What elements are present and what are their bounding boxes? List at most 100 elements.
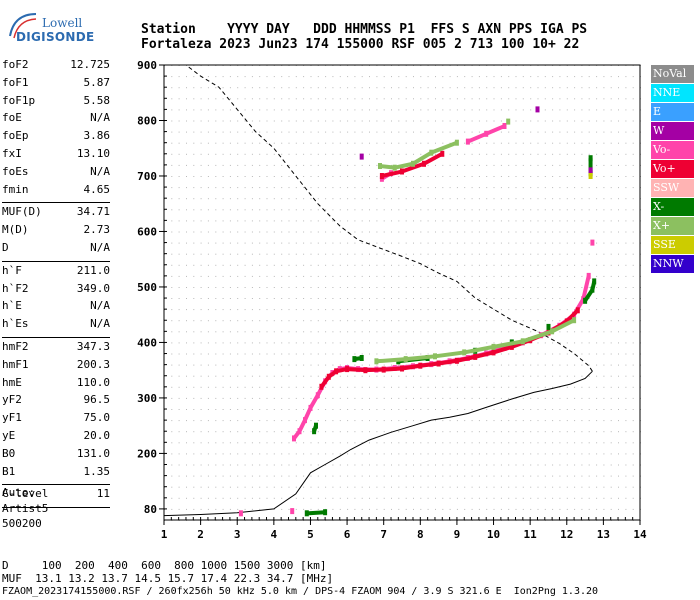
- grid-dot: [588, 475, 590, 477]
- grid-dot: [610, 442, 612, 444]
- grid-dot: [164, 209, 165, 211]
- grid-dot: [259, 187, 261, 189]
- grid-dot: [273, 287, 275, 288]
- grid-dot: [200, 87, 202, 89]
- grid-dot: [618, 320, 619, 322]
- grid-dot: [552, 397, 554, 399]
- grid-dot: [544, 242, 546, 244]
- grid-dot: [164, 76, 165, 78]
- grid-dot: [544, 298, 546, 299]
- grid-dot: [522, 253, 524, 255]
- grid-dot: [449, 298, 451, 299]
- grid-dot: [552, 320, 554, 322]
- grid-dot: [200, 309, 202, 311]
- grid-dot: [354, 375, 356, 377]
- grid-dot: [420, 242, 422, 244]
- grid-dot: [251, 264, 253, 266]
- grid-dot: [339, 187, 341, 189]
- echo-trace: [547, 319, 568, 335]
- grid-dot: [259, 353, 261, 355]
- grid-dot: [398, 176, 400, 177]
- grid-dot: [354, 331, 356, 333]
- grid-dot: [405, 131, 407, 133]
- grid-dot: [178, 331, 180, 333]
- grid-dot: [222, 520, 224, 521]
- grid-dot: [618, 187, 619, 189]
- grid-dot: [427, 342, 429, 344]
- grid-dot: [515, 275, 517, 277]
- grid-dot: [229, 353, 231, 355]
- grid-dot: [471, 375, 473, 377]
- grid-dot: [186, 198, 187, 200]
- grid-dot: [515, 98, 517, 100]
- grid-dot: [515, 397, 517, 399]
- grid-dot: [603, 431, 605, 433]
- grid-dot: [522, 176, 524, 177]
- grid-dot: [515, 409, 517, 410]
- grid-dot: [369, 442, 370, 444]
- grid-dot: [442, 342, 444, 344]
- grid-dot: [303, 264, 305, 266]
- grid-dot: [215, 142, 217, 144]
- grid-dot: [625, 520, 627, 521]
- grid-dot: [530, 409, 532, 410]
- grid-dot: [449, 309, 451, 311]
- grid-dot: [552, 242, 554, 244]
- grid-dot: [413, 164, 414, 166]
- grid-dot: [391, 264, 392, 266]
- grid-dot: [310, 375, 312, 377]
- grid-dot: [500, 98, 502, 100]
- echo-point: [403, 356, 408, 363]
- grid-dot: [530, 364, 532, 366]
- grid-dot: [244, 264, 246, 266]
- grid-dot: [471, 508, 473, 510]
- grid-dot: [398, 331, 400, 333]
- grid-dot: [559, 109, 561, 111]
- grid-dot: [288, 442, 290, 444]
- grid-dot: [632, 486, 634, 488]
- grid-dot: [207, 386, 209, 388]
- grid-dot: [420, 153, 422, 155]
- grid-dot: [171, 364, 173, 366]
- grid-dot: [310, 287, 312, 288]
- grid-dot: [310, 331, 312, 333]
- grid-dot: [383, 131, 385, 133]
- grid-dot: [456, 397, 458, 399]
- grid-dot: [588, 153, 590, 155]
- grid-dot: [515, 486, 517, 488]
- grid-dot: [530, 220, 532, 222]
- echo-point: [381, 366, 386, 373]
- grid-dot: [317, 275, 319, 277]
- grid-dot: [537, 264, 539, 266]
- grid-dot: [244, 375, 246, 377]
- grid-dot: [347, 420, 349, 422]
- grid-dot: [317, 486, 319, 488]
- grid-dot: [222, 320, 224, 322]
- echo-point: [337, 366, 342, 373]
- grid-dot: [193, 331, 195, 333]
- grid-dot: [222, 76, 224, 78]
- grid-dot: [347, 453, 349, 455]
- grid-dot: [456, 65, 458, 66]
- grid-dot: [603, 275, 605, 277]
- grid-dot: [222, 187, 224, 189]
- grid-dot: [369, 87, 370, 89]
- grid-dot: [295, 264, 297, 266]
- grid-dot: [581, 497, 583, 499]
- grid-dot: [317, 508, 319, 510]
- echo-trace: [398, 355, 428, 364]
- grid-dot: [361, 142, 363, 144]
- grid-dot: [354, 164, 356, 166]
- grid-dot: [552, 442, 554, 444]
- grid-dot: [376, 275, 378, 277]
- grid-dot: [332, 453, 334, 455]
- grid-dot: [610, 397, 612, 399]
- grid-dot: [288, 520, 290, 521]
- grid-dot: [317, 87, 319, 89]
- param-row: foF1 5.87: [2, 76, 110, 94]
- grid-dot: [354, 453, 356, 455]
- echo-trace: [583, 288, 595, 302]
- grid-dot: [354, 431, 356, 433]
- grid-dot: [332, 342, 334, 344]
- grid-dot: [537, 353, 539, 355]
